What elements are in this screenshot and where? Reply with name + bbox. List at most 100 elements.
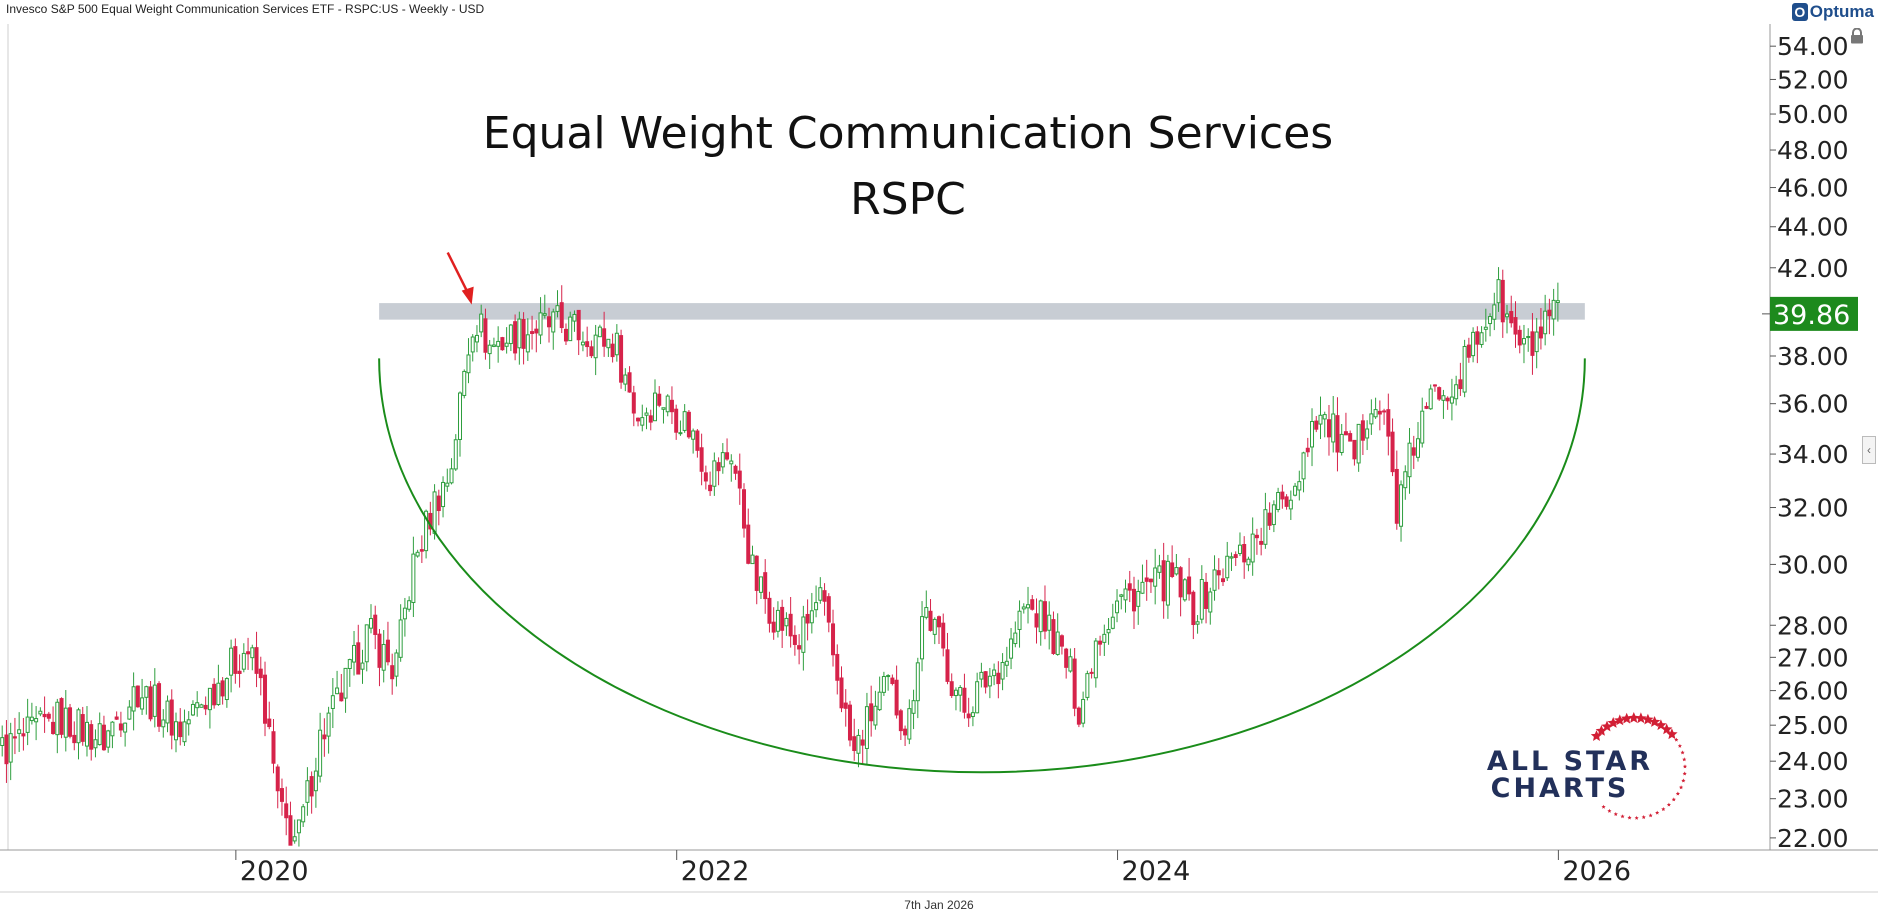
- candle-body: [1428, 388, 1433, 410]
- candle: [186, 711, 191, 736]
- candle: [182, 709, 187, 746]
- candle: [1216, 558, 1221, 590]
- candle: [59, 697, 64, 739]
- candle: [1191, 590, 1196, 640]
- candle-body: [712, 460, 717, 487]
- candle: [157, 681, 162, 732]
- candle: [21, 717, 26, 751]
- x-tick-label: 2024: [1122, 856, 1191, 887]
- candle: [220, 677, 225, 705]
- candle-body: [530, 331, 535, 334]
- candle: [178, 708, 183, 746]
- candle: [1343, 412, 1348, 436]
- candle-body: [144, 686, 149, 698]
- candle-body: [1305, 447, 1310, 453]
- candle: [1042, 585, 1047, 640]
- candle: [42, 696, 47, 733]
- candle-body: [398, 619, 403, 658]
- candle: [1021, 603, 1026, 614]
- candle-body: [1267, 512, 1272, 526]
- candle-body: [1356, 423, 1361, 464]
- candle-body: [1013, 632, 1018, 645]
- candle: [1407, 427, 1412, 494]
- candle: [958, 685, 963, 712]
- candle: [665, 394, 670, 417]
- candle: [284, 786, 289, 836]
- candle: [1034, 598, 1039, 644]
- candle-body: [458, 392, 463, 440]
- candle: [415, 549, 420, 558]
- candle: [203, 696, 208, 716]
- candle: [695, 429, 700, 458]
- candle: [542, 294, 547, 319]
- candle: [1064, 647, 1069, 679]
- candle-body: [419, 549, 424, 552]
- candle-body: [860, 739, 865, 746]
- candle: [1555, 282, 1560, 322]
- candle: [928, 599, 933, 632]
- candle: [852, 718, 857, 761]
- candle: [992, 663, 997, 686]
- candle-body: [648, 415, 653, 423]
- candle: [555, 290, 560, 318]
- candle: [1331, 396, 1336, 453]
- candle: [144, 685, 149, 715]
- candle-body: [263, 674, 268, 724]
- time-axis[interactable]: 2020 2022 2024 2026: [235, 850, 1631, 887]
- candle-body: [8, 733, 13, 763]
- candle: [279, 778, 284, 816]
- candle: [233, 638, 238, 684]
- candle-body: [949, 681, 954, 697]
- candle-body: [542, 313, 547, 316]
- candle: [356, 624, 361, 675]
- candle-body: [296, 819, 301, 834]
- candle-body: [1496, 279, 1501, 304]
- candle-body: [890, 677, 895, 684]
- candle: [750, 545, 755, 565]
- price-axis[interactable]: 54.00 52.00 50.00 48.00 46.00 44.00 42.00 38.00…: [1770, 32, 1849, 853]
- candle: [1026, 586, 1031, 624]
- y-tick-label: 25.00: [1777, 711, 1849, 740]
- candle: [1454, 375, 1459, 406]
- candle: [436, 489, 441, 526]
- chart-title: Equal Weight Communication Services: [483, 108, 1333, 159]
- candle: [530, 315, 535, 350]
- candle-body: [233, 646, 238, 674]
- candle: [1386, 393, 1391, 456]
- candle: [394, 649, 399, 687]
- candle: [140, 678, 145, 715]
- candle-body: [21, 733, 26, 737]
- candle: [1382, 408, 1387, 425]
- candle: [886, 674, 891, 691]
- candle-body: [1297, 481, 1302, 491]
- candle: [729, 454, 734, 482]
- lock-icon[interactable]: [1850, 28, 1864, 44]
- candle-body: [453, 439, 458, 470]
- candle: [873, 690, 878, 730]
- candle-body: [1187, 576, 1192, 595]
- candle: [377, 629, 382, 687]
- candle: [771, 607, 776, 640]
- candle: [669, 386, 674, 425]
- candle: [1000, 653, 1005, 691]
- candle-body: [746, 524, 751, 564]
- candle-body: [513, 321, 518, 354]
- candle-body: [1377, 410, 1382, 415]
- candle-body: [1199, 578, 1204, 620]
- candle: [131, 672, 136, 731]
- collapse-panel-chevron-icon[interactable]: ‹: [1862, 436, 1876, 464]
- candle-body: [407, 600, 412, 610]
- candle-body: [1182, 579, 1187, 601]
- candle: [309, 771, 314, 814]
- y-tick-label: 26.00: [1777, 677, 1849, 706]
- candle: [763, 559, 768, 614]
- candle-body: [669, 399, 674, 413]
- candle-body: [1521, 338, 1526, 345]
- candle-body: [1034, 613, 1039, 628]
- candle-body: [42, 713, 47, 718]
- candle-body: [17, 729, 22, 734]
- candle: [55, 698, 60, 754]
- candle: [207, 687, 212, 729]
- watermark-star-icon: [1634, 815, 1639, 820]
- candle-body: [258, 668, 263, 679]
